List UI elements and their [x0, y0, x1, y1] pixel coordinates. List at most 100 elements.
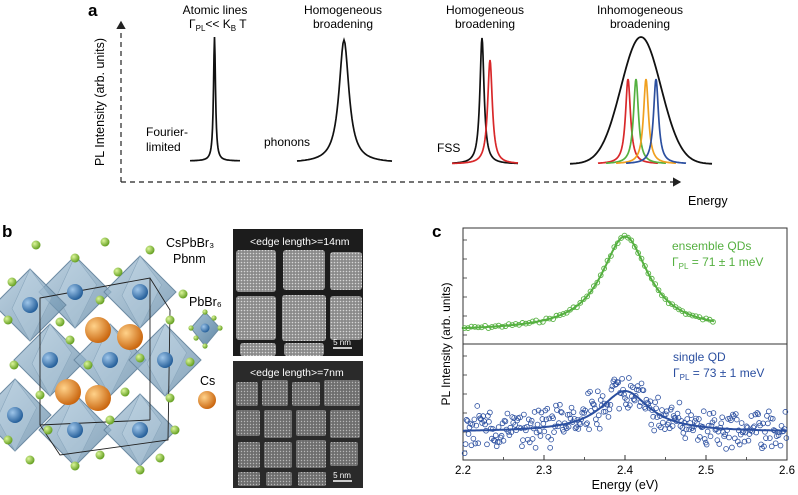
homog2-title-2: broadening — [455, 17, 515, 31]
single-qd-data-point — [723, 446, 729, 452]
br-atom — [155, 453, 165, 463]
single-qd-data-point — [542, 407, 549, 414]
pb-atom — [102, 352, 118, 368]
nanocube — [330, 252, 362, 290]
single-qd-data-point — [632, 393, 639, 399]
fss-black-curve — [452, 37, 518, 165]
octahedron-icon-br — [202, 343, 208, 349]
cs-atom — [85, 385, 111, 411]
br-atom — [145, 245, 155, 255]
single-qd-data-point — [520, 437, 526, 443]
single-qd-data-point — [570, 409, 577, 416]
single-qd-data-point — [778, 423, 785, 429]
octahedron-icon-br — [188, 325, 194, 331]
single-qd-data-point — [686, 426, 692, 433]
br-atom — [100, 237, 110, 247]
pb-atom — [132, 284, 148, 300]
nanocube — [283, 250, 325, 290]
single-gamma-symbol: Γ — [673, 366, 680, 380]
gamma-symbol: Γ — [189, 17, 196, 31]
single-qd-data-point — [716, 441, 723, 447]
single-qd-data-point — [728, 417, 734, 424]
br-atom — [95, 450, 105, 460]
single-qd-data-point — [621, 391, 627, 398]
kb-text: << K — [205, 17, 230, 31]
single-qd-data-point — [676, 399, 683, 406]
single-qd-data-point — [668, 404, 675, 411]
single-qd-data-point — [651, 427, 657, 434]
fss-red-curve — [452, 59, 519, 165]
inhomog-title-2: broadening — [610, 17, 670, 31]
ensemble-data-point — [628, 237, 635, 244]
single-qd-data-point — [548, 436, 554, 443]
single-qd-data-point — [766, 408, 772, 415]
nanocube — [238, 442, 260, 468]
inhomog-title-1: Inhomogeneous — [597, 3, 683, 17]
nanocube — [236, 410, 260, 436]
single-qd-data-point — [473, 422, 480, 429]
single-qd-data-point — [519, 443, 525, 450]
single-qd-data-point — [526, 439, 533, 446]
single-qd-data-point — [572, 425, 579, 432]
single-qd-data-point — [595, 412, 602, 419]
single-qd-data-point — [634, 383, 641, 389]
cs-label: Cs — [200, 374, 215, 388]
single-qd-data-point — [531, 409, 538, 415]
pb-atom — [22, 297, 38, 313]
single-qd-data-point — [745, 437, 752, 444]
single-qd-data-point — [587, 388, 593, 395]
single-qd-data-point — [482, 421, 488, 428]
x-tick-label: 2.3 — [536, 465, 552, 477]
ensemble-data-point — [659, 292, 665, 299]
single-qd-data-point — [584, 420, 590, 426]
single-qd-data-point — [650, 413, 656, 420]
gamma-subscript: PL — [196, 24, 206, 33]
cs-legend-icon — [198, 391, 216, 409]
single-qd-data-point — [475, 440, 482, 447]
pb-atom — [157, 352, 173, 368]
single-qd-data-point — [560, 429, 567, 435]
panel-a-label: a — [88, 1, 98, 20]
nanocube — [296, 440, 326, 468]
phonon-broadened-curve — [296, 37, 393, 162]
br-atom — [65, 335, 75, 345]
tem-14nm-nanocubes — [236, 250, 362, 356]
single-qd-data-point — [751, 423, 758, 430]
br-atom — [25, 455, 35, 465]
crystal-formula: CsPbBr₃ — [166, 236, 214, 250]
homog2-title-1: Homogeneous — [446, 3, 524, 17]
single-qd-data-point — [600, 409, 607, 415]
single-qd-data-point — [521, 411, 527, 418]
space-group: Pbnm — [173, 252, 206, 266]
single-qd-data-point — [606, 406, 613, 413]
single-qd-data-point — [470, 435, 477, 442]
inhomog-green-line — [605, 78, 667, 165]
single-qd-data-point — [487, 409, 493, 416]
single-qd-data-point — [545, 434, 552, 440]
single-qd-data-point — [782, 409, 789, 415]
single-qd-data-point — [506, 432, 513, 438]
single-qd-data-point — [754, 410, 760, 416]
single-qd-data-point — [608, 386, 615, 393]
single-qd-data-point — [680, 430, 687, 436]
br-atom — [3, 315, 13, 325]
homog1-title-1: Homogeneous — [304, 3, 382, 17]
nanocube — [330, 442, 358, 466]
single-qd-data-point — [683, 426, 690, 433]
pb-atom — [67, 422, 83, 438]
single-qd-data-point — [652, 399, 658, 406]
nanocube — [236, 296, 276, 340]
t-text: T — [236, 17, 247, 31]
single-qd-data-point — [682, 435, 689, 441]
tem-7nm-scale-label: 5 nm — [333, 471, 351, 480]
single-qd-data-point — [469, 421, 476, 428]
nanocube — [236, 250, 276, 292]
br-atom — [3, 435, 13, 445]
tem-image-7nm: <edge length>=7nm 5 nm — [233, 361, 363, 488]
single-qd-data-point — [624, 397, 630, 403]
tem-14nm-scale-label: 5 nm — [333, 338, 351, 347]
single-qd-data-point — [533, 429, 540, 436]
cs-atom — [85, 317, 111, 343]
single-qd-data-point — [761, 443, 767, 450]
